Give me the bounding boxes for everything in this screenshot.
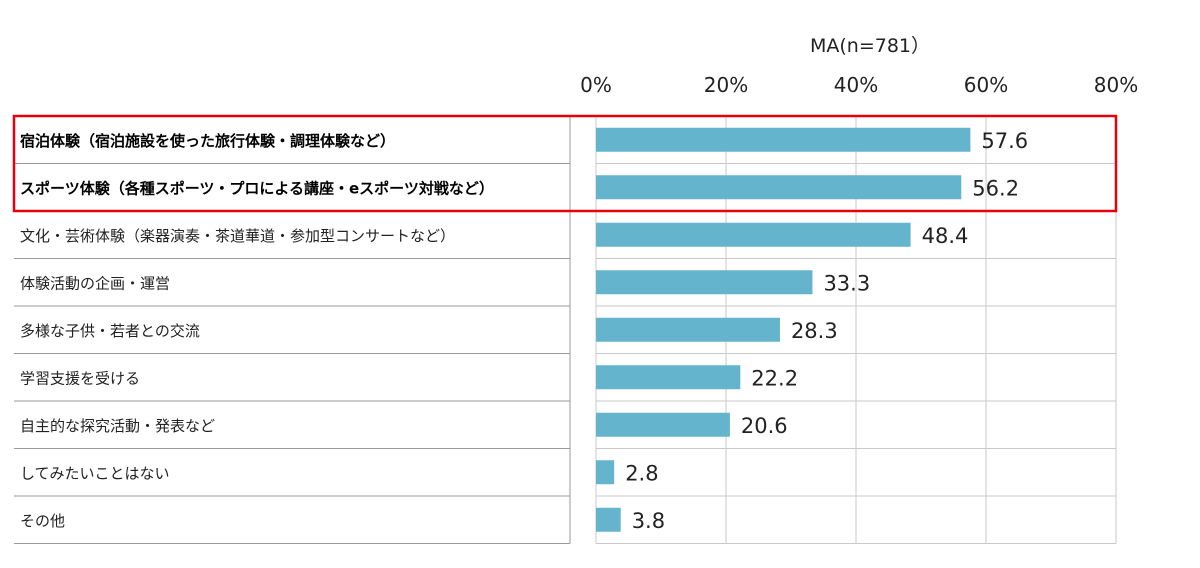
value-label: 48.4 xyxy=(922,224,969,248)
bar xyxy=(596,507,621,532)
value-labels: 57.6 56.248.4 33.3 28.3 22.2 20.6 2.8 3.8 xyxy=(625,129,1028,533)
value-label: 57.6 xyxy=(981,129,1028,153)
category-label: 体験活動の企画・運営 xyxy=(20,274,170,292)
value-label: 3.8 xyxy=(632,509,665,533)
category-label: 宿泊体験（宿泊施設を使った旅行体験・調理体験など） xyxy=(20,132,395,150)
bar xyxy=(596,317,780,342)
category-label: してみたいことはない xyxy=(20,464,170,482)
value-label: 20.6 xyxy=(741,414,788,438)
bar xyxy=(596,412,730,437)
value-label: 2.8 xyxy=(625,461,658,485)
category-label: 学習支援を受ける xyxy=(20,369,140,387)
bar xyxy=(596,222,911,247)
category-label: その他 xyxy=(20,512,65,530)
value-label: 22.2 xyxy=(751,366,798,390)
category-label: 自主的な探究活動・発表など xyxy=(20,417,215,435)
bar xyxy=(596,365,741,390)
bar xyxy=(596,460,615,485)
highlight-box xyxy=(12,114,1118,213)
x-tick-label: 40% xyxy=(834,73,878,97)
bars xyxy=(596,127,971,532)
x-tick-label: 20% xyxy=(704,73,748,97)
sample-size-note: MA(n=781） xyxy=(810,35,930,57)
category-label: 文化・芸術体験（楽器演奏・茶道華道・参加型コンサートなど） xyxy=(20,227,455,245)
category-label: スポーツ体験（各種スポーツ・プロによる講座・eスポーツ対戦など） xyxy=(20,179,494,197)
bar xyxy=(596,127,971,152)
x-tick-label: 0% xyxy=(580,73,612,97)
x-tick-label: 80% xyxy=(1094,73,1138,97)
bar xyxy=(596,270,813,295)
value-label: 56.2 xyxy=(972,176,1019,200)
bar xyxy=(596,175,962,200)
x-axis-ticks: 0% 20% 40% 60% 80% xyxy=(580,73,1138,97)
value-label: 33.3 xyxy=(823,271,870,295)
category-label: 多様な子供・若者との交流 xyxy=(20,322,200,340)
value-label: 28.3 xyxy=(791,319,838,343)
x-tick-label: 60% xyxy=(964,73,1008,97)
